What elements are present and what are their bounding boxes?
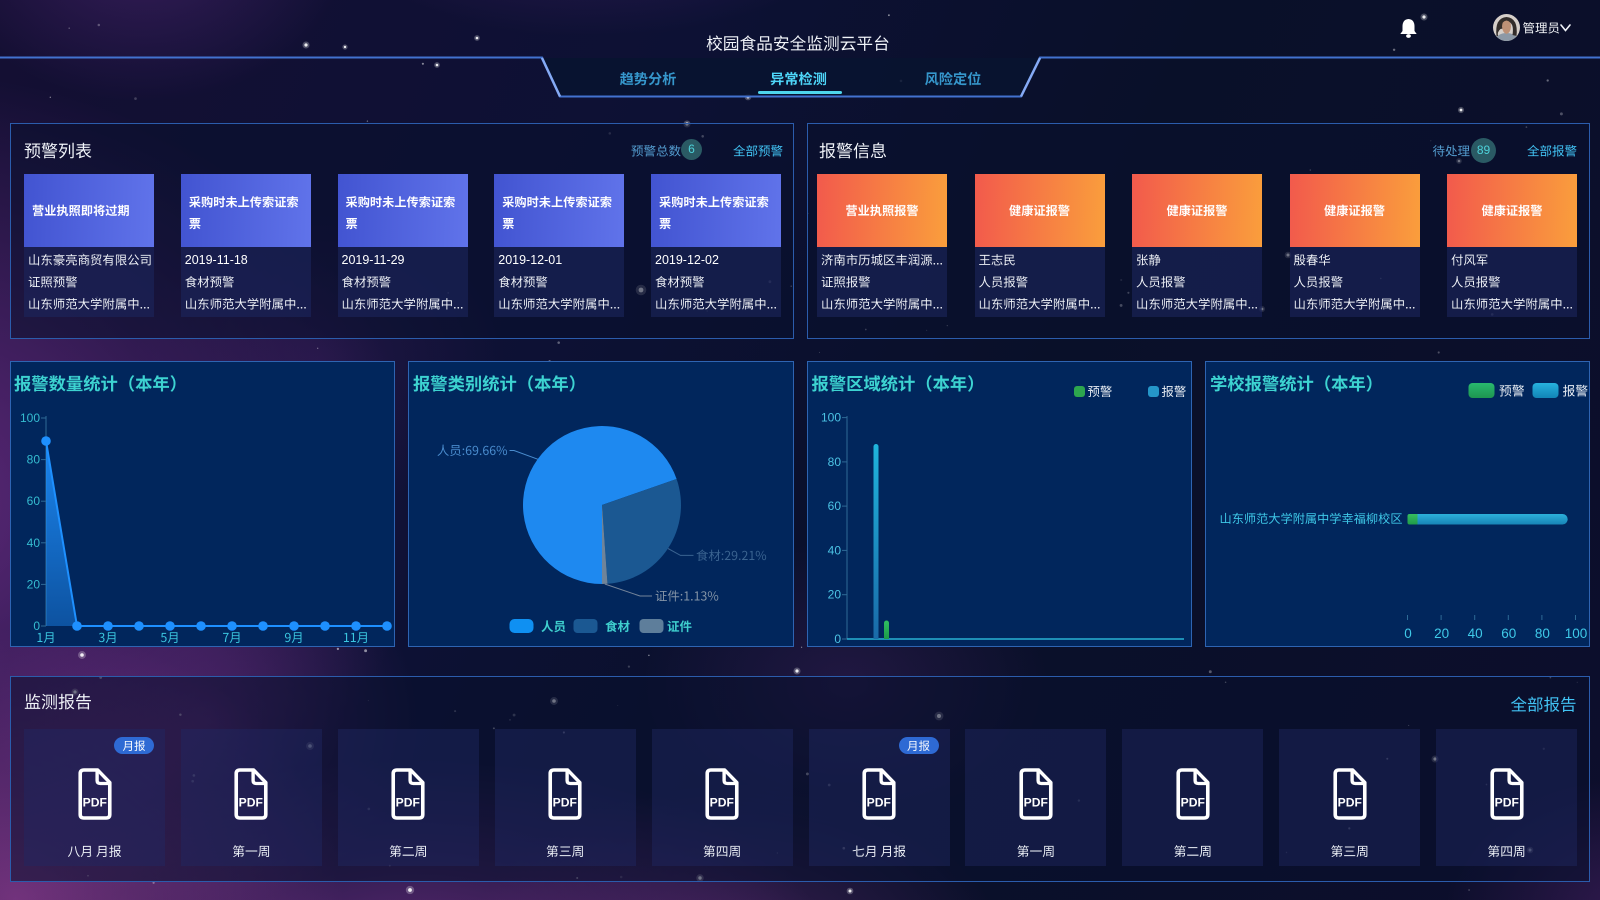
svg-text:80: 80 <box>1535 626 1550 641</box>
svg-text:PDF: PDF <box>1180 796 1204 810</box>
svg-text:PDF: PDF <box>1337 796 1361 810</box>
svg-text:PDF: PDF <box>553 796 577 810</box>
svg-text:PDF: PDF <box>82 796 106 810</box>
svg-text:100: 100 <box>1565 626 1588 641</box>
svg-text:0: 0 <box>33 619 40 633</box>
svg-text:80: 80 <box>27 453 41 467</box>
svg-text:20: 20 <box>27 577 41 591</box>
svg-text:PDF: PDF <box>1494 796 1518 810</box>
svg-text:100: 100 <box>821 411 841 425</box>
svg-text:PDF: PDF <box>867 796 891 810</box>
svg-text:40: 40 <box>1468 626 1483 641</box>
svg-text:0: 0 <box>1404 626 1412 641</box>
svg-text:60: 60 <box>828 499 842 513</box>
svg-text:PDF: PDF <box>396 796 420 810</box>
svg-text:20: 20 <box>828 588 842 602</box>
svg-text:20: 20 <box>1434 626 1449 641</box>
svg-text:PDF: PDF <box>1024 796 1048 810</box>
svg-text:40: 40 <box>27 536 41 550</box>
svg-text:0: 0 <box>834 632 841 646</box>
svg-text:60: 60 <box>1501 626 1516 641</box>
svg-text:PDF: PDF <box>239 796 263 810</box>
svg-text:60: 60 <box>27 494 41 508</box>
svg-text:80: 80 <box>828 455 842 469</box>
svg-text:100: 100 <box>20 411 40 425</box>
svg-text:40: 40 <box>828 543 842 557</box>
svg-text:PDF: PDF <box>710 796 734 810</box>
